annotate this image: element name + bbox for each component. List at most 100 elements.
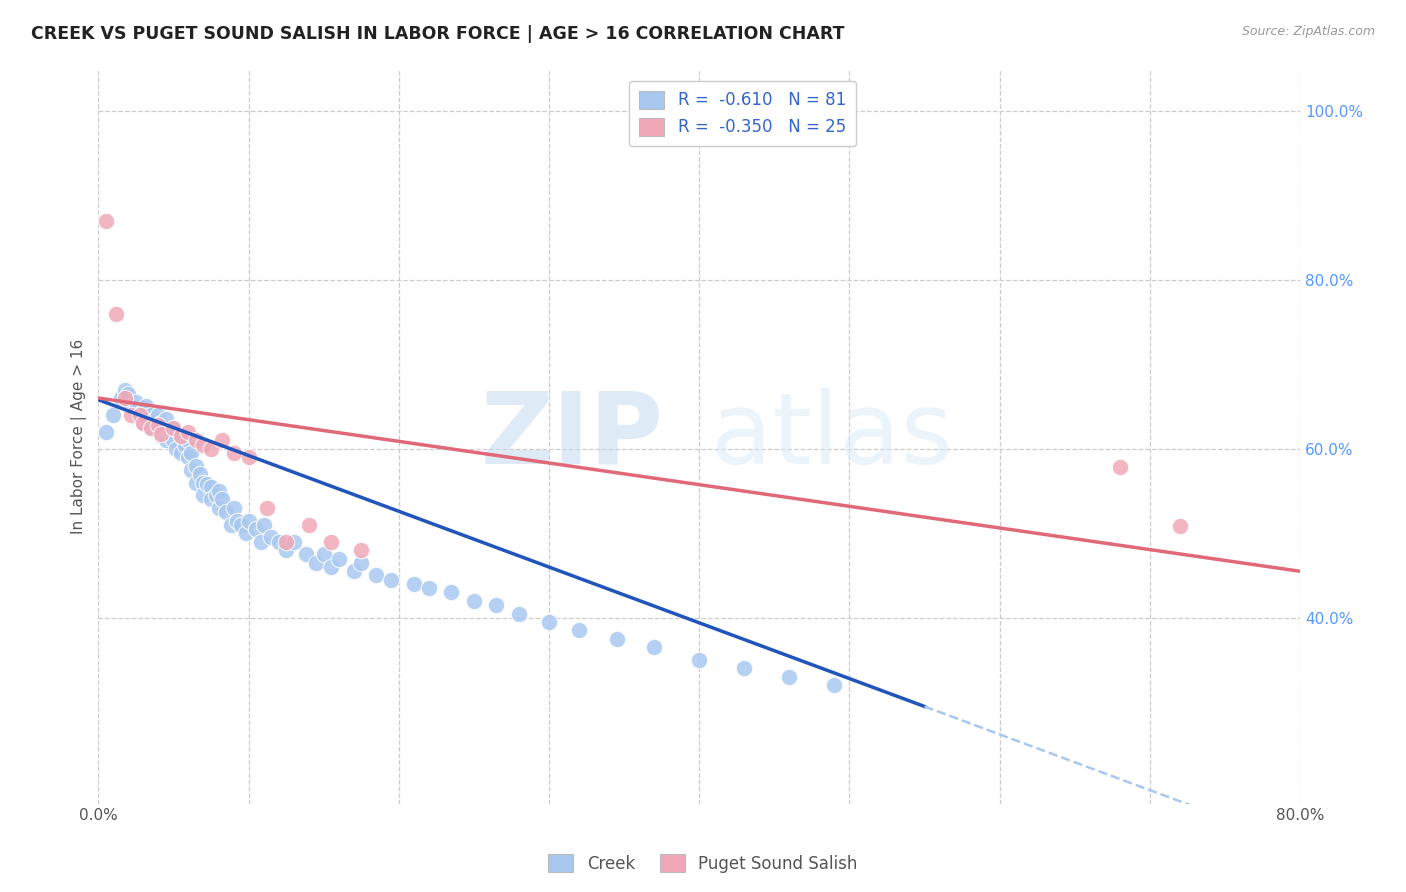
Point <box>132 417 155 431</box>
Point <box>485 598 508 612</box>
Legend: R =  -0.610   N = 81, R =  -0.350   N = 25: R = -0.610 N = 81, R = -0.350 N = 25 <box>630 80 856 146</box>
Text: Source: ZipAtlas.com: Source: ZipAtlas.com <box>1241 25 1375 38</box>
Point <box>350 543 373 558</box>
Point <box>508 607 530 621</box>
Point <box>150 429 173 443</box>
Point <box>1108 460 1130 475</box>
Point <box>418 581 440 595</box>
Point <box>274 534 297 549</box>
Point <box>207 483 229 498</box>
Point <box>162 420 184 434</box>
Point <box>222 446 245 460</box>
Point <box>177 425 200 439</box>
Point <box>200 480 222 494</box>
Point <box>249 534 271 549</box>
Point <box>274 543 297 558</box>
Point <box>155 420 177 434</box>
Point <box>145 412 167 426</box>
Point <box>321 560 343 574</box>
Point <box>155 412 177 426</box>
Point <box>245 522 267 536</box>
Point <box>229 517 252 532</box>
Point <box>321 534 343 549</box>
Point <box>294 547 316 561</box>
Point <box>129 408 152 422</box>
Point <box>823 678 845 692</box>
Point <box>180 463 202 477</box>
Point <box>643 640 665 655</box>
Point <box>117 387 139 401</box>
Point <box>148 418 170 433</box>
Point <box>177 450 200 465</box>
Point <box>180 446 202 460</box>
Point <box>440 585 463 599</box>
Point <box>159 425 181 439</box>
Point <box>328 551 350 566</box>
Point <box>170 429 193 443</box>
Point <box>537 615 560 629</box>
Point <box>166 442 188 456</box>
Point <box>105 307 128 321</box>
Point <box>606 632 628 646</box>
Point <box>94 425 117 439</box>
Point <box>219 517 242 532</box>
Point <box>150 426 173 441</box>
Point <box>94 213 117 227</box>
Point <box>170 446 193 460</box>
Point <box>366 568 388 582</box>
Point <box>215 505 238 519</box>
Point <box>211 434 233 448</box>
Point <box>193 437 215 451</box>
Point <box>114 383 136 397</box>
Point <box>207 500 229 515</box>
Point <box>256 500 278 515</box>
Point <box>162 420 184 434</box>
Point <box>132 417 155 431</box>
Point <box>305 556 328 570</box>
Point <box>463 594 485 608</box>
Point <box>184 458 207 473</box>
Point <box>225 514 247 528</box>
Text: CREEK VS PUGET SOUND SALISH IN LABOR FORCE | AGE > 16 CORRELATION CHART: CREEK VS PUGET SOUND SALISH IN LABOR FOR… <box>31 25 845 43</box>
Y-axis label: In Labor Force | Age > 16: In Labor Force | Age > 16 <box>72 338 87 533</box>
Point <box>1168 519 1191 533</box>
Point <box>103 408 125 422</box>
Point <box>222 500 245 515</box>
Legend: Creek, Puget Sound Salish: Creek, Puget Sound Salish <box>541 847 865 880</box>
Point <box>204 488 226 502</box>
Point <box>193 488 215 502</box>
Text: ZIP: ZIP <box>481 387 664 484</box>
Point <box>114 391 136 405</box>
Point <box>238 450 260 465</box>
Point <box>120 400 142 414</box>
Point <box>148 408 170 422</box>
Point <box>148 425 170 439</box>
Point <box>343 564 366 578</box>
Point <box>174 437 197 451</box>
Point <box>733 661 755 675</box>
Point <box>120 408 142 422</box>
Point <box>200 492 222 507</box>
Point <box>125 395 148 409</box>
Point <box>380 573 402 587</box>
Point <box>193 475 215 490</box>
Point <box>184 434 207 448</box>
Point <box>252 517 274 532</box>
Text: atlas: atlas <box>711 387 953 484</box>
Point <box>195 477 218 491</box>
Point <box>170 429 193 443</box>
Point <box>350 556 373 570</box>
Point <box>129 408 152 422</box>
Point <box>283 534 305 549</box>
Point <box>139 408 162 422</box>
Point <box>184 475 207 490</box>
Point <box>110 391 132 405</box>
Point <box>211 492 233 507</box>
Point <box>688 653 710 667</box>
Point <box>568 624 591 638</box>
Point <box>238 514 260 528</box>
Point <box>312 547 335 561</box>
Point <box>260 531 283 545</box>
Point <box>267 534 290 549</box>
Point <box>190 467 212 481</box>
